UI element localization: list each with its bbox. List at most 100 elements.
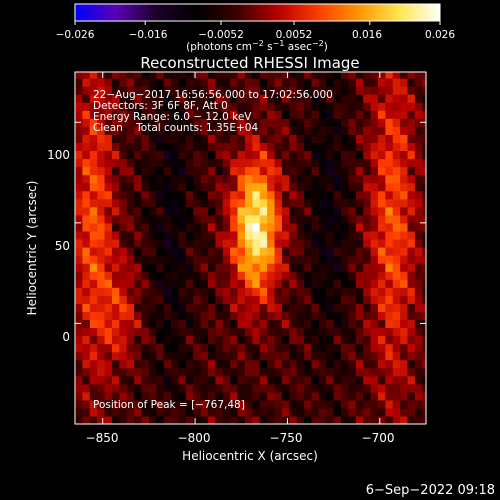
- heatmap-cell: [422, 255, 426, 264]
- heatmap-cell: [363, 214, 372, 224]
- colorbar-tick-label: −0.016: [129, 29, 168, 41]
- heatmap-cell: [97, 110, 106, 119]
- heatmap-cell: [422, 279, 426, 288]
- heatmap-cell: [111, 343, 120, 353]
- heatmap-cell: [289, 174, 298, 184]
- heatmap-cell: [97, 399, 106, 409]
- heatmap-cell: [407, 287, 416, 296]
- heatmap-cell: [311, 158, 320, 168]
- heatmap-cell: [244, 206, 253, 216]
- heatmap-cell: [126, 383, 135, 393]
- heatmap-cell: [333, 343, 342, 353]
- heatmap-cell: [281, 359, 290, 369]
- heatmap-cell: [363, 343, 372, 353]
- heatmap-cell: [185, 86, 194, 95]
- heatmap-cell: [237, 198, 246, 208]
- heatmap-cell: [333, 383, 342, 393]
- x-tick-label: −700: [362, 431, 395, 445]
- heatmap-cell: [281, 383, 290, 393]
- heatmap-cell: [296, 399, 305, 409]
- heatmap-cell: [377, 375, 386, 385]
- heatmap-cell: [89, 359, 98, 369]
- heatmap-cell: [230, 351, 239, 361]
- heatmap-cell: [267, 72, 276, 79]
- heatmap-cell: [75, 271, 83, 280]
- heatmap-cell: [111, 287, 120, 296]
- heatmap-cell: [311, 78, 320, 87]
- heatmap-cell: [355, 206, 364, 216]
- heatmap-cell: [119, 279, 128, 288]
- heatmap-cell: [392, 134, 401, 143]
- heatmap-cell: [422, 383, 426, 393]
- heatmap-cell: [326, 351, 335, 361]
- heatmap-cell: [348, 118, 357, 127]
- heatmap-cell: [296, 343, 305, 353]
- heatmap-cell: [215, 375, 224, 385]
- heatmap-cell: [289, 118, 298, 127]
- heatmap-cell: [141, 327, 150, 337]
- heatmap-cell: [348, 126, 357, 135]
- heatmap-cell: [326, 222, 335, 232]
- heatmap-cell: [311, 142, 320, 152]
- heatmap-cell: [82, 150, 91, 160]
- heatmap-cell: [134, 351, 143, 361]
- heatmap-cell: [296, 72, 305, 79]
- heatmap-cell: [82, 246, 91, 256]
- heatmap-cell: [407, 335, 416, 345]
- heatmap-cell: [296, 142, 305, 152]
- heatmap-cell: [148, 238, 157, 248]
- heatmap-cell: [75, 134, 83, 143]
- heatmap-cell: [222, 383, 231, 393]
- heatmap-cell: [89, 94, 98, 103]
- heatmap-cell: [259, 391, 268, 401]
- heatmap-cell: [104, 279, 113, 288]
- heatmap-cell: [348, 367, 357, 377]
- heatmap-cell: [267, 190, 276, 200]
- heatmap-cell: [111, 86, 120, 95]
- heatmap-cell: [104, 94, 113, 103]
- heatmap-cell: [400, 375, 409, 385]
- heatmap-cell: [230, 222, 239, 232]
- heatmap-cell: [407, 238, 416, 248]
- heatmap-cell: [215, 351, 224, 361]
- heatmap-cell: [148, 174, 157, 184]
- heatmap-cell: [185, 399, 194, 409]
- heatmap-cell: [163, 327, 172, 337]
- heatmap-cell: [156, 375, 165, 385]
- heatmap-cell: [75, 335, 83, 345]
- heatmap-cell: [148, 142, 157, 152]
- heatmap-cell: [355, 335, 364, 345]
- heatmap-cell: [104, 198, 113, 208]
- heatmap-cell: [341, 214, 350, 224]
- heatmap-cell: [377, 230, 386, 240]
- heatmap-cell: [296, 214, 305, 224]
- heatmap-cell: [252, 391, 261, 401]
- heatmap-cell: [385, 311, 394, 321]
- heatmap-cell: [148, 86, 157, 95]
- heatmap-cell: [267, 222, 276, 232]
- heatmap-cell: [156, 166, 165, 176]
- heatmap-cell: [156, 134, 165, 143]
- heatmap-cell: [141, 319, 150, 329]
- heatmap-cell: [333, 94, 342, 103]
- heatmap-cell: [193, 222, 202, 232]
- heatmap-cell: [259, 190, 268, 200]
- heatmap-cell: [163, 158, 172, 168]
- heatmap-cell: [156, 230, 165, 240]
- heatmap-cell: [414, 287, 423, 296]
- heatmap-cell: [326, 303, 335, 312]
- heatmap-cell: [259, 343, 268, 353]
- heatmap-cell: [200, 375, 209, 385]
- heatmap-cell: [97, 206, 106, 216]
- heatmap-cell: [244, 150, 253, 160]
- heatmap-cell: [75, 238, 83, 248]
- heatmap-cell: [377, 335, 386, 345]
- heatmap-cell: [148, 198, 157, 208]
- heatmap-cell: [414, 407, 423, 417]
- heatmap-cell: [111, 279, 120, 288]
- heatmap-cell: [119, 255, 128, 264]
- heatmap-cell: [134, 335, 143, 345]
- heatmap-cell: [104, 86, 113, 95]
- heatmap-cell: [296, 319, 305, 329]
- heatmap-cell: [289, 214, 298, 224]
